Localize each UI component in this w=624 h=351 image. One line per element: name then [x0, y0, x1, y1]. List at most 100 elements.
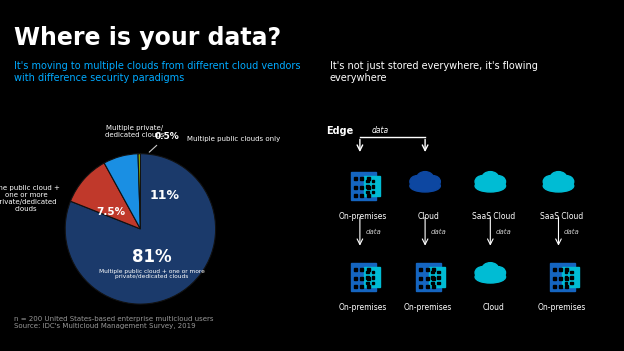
- Wedge shape: [65, 154, 216, 304]
- Bar: [419, 268, 422, 271]
- Bar: [550, 263, 575, 291]
- Text: Multiple private/
dedicated clouds: Multiple private/ dedicated clouds: [105, 125, 164, 138]
- Text: Cloud: Cloud: [417, 212, 439, 221]
- Text: 0.5%: 0.5%: [149, 132, 179, 152]
- Bar: [372, 282, 374, 284]
- Bar: [565, 268, 568, 271]
- Bar: [366, 282, 369, 284]
- Bar: [416, 263, 441, 291]
- Text: Multiple public clouds only: Multiple public clouds only: [187, 135, 280, 142]
- Text: One public cloud +
one or more
private/dedicated
clouds: One public cloud + one or more private/d…: [0, 185, 59, 212]
- Text: On-premises: On-premises: [339, 212, 387, 221]
- Text: On-premises: On-premises: [339, 303, 387, 312]
- Bar: [432, 268, 435, 271]
- Text: 7.5%: 7.5%: [95, 207, 125, 217]
- Text: Cloud: Cloud: [482, 303, 504, 312]
- Wedge shape: [104, 154, 140, 229]
- Bar: [367, 186, 369, 189]
- Bar: [361, 177, 363, 180]
- Bar: [361, 285, 363, 288]
- Wedge shape: [71, 163, 140, 229]
- Bar: [361, 194, 363, 197]
- Bar: [429, 267, 446, 287]
- Bar: [354, 177, 357, 180]
- Bar: [570, 282, 573, 284]
- Bar: [419, 277, 422, 280]
- Bar: [372, 191, 374, 193]
- Bar: [437, 282, 440, 284]
- Bar: [419, 285, 422, 288]
- Ellipse shape: [475, 180, 505, 192]
- Bar: [553, 285, 556, 288]
- Bar: [361, 277, 363, 280]
- Bar: [372, 271, 374, 273]
- Text: Multiple public cloud + one or more
private/dedicated clouds: Multiple public cloud + one or more priv…: [99, 269, 205, 279]
- Bar: [351, 172, 376, 200]
- Ellipse shape: [425, 176, 441, 188]
- Ellipse shape: [410, 180, 441, 192]
- Bar: [367, 268, 369, 271]
- Bar: [372, 180, 374, 182]
- Bar: [354, 268, 357, 271]
- Bar: [366, 180, 369, 182]
- Text: Edge: Edge: [326, 126, 353, 136]
- Bar: [354, 194, 357, 197]
- Ellipse shape: [490, 176, 505, 188]
- Ellipse shape: [410, 176, 425, 188]
- Text: It's not just stored everywhere, it's flowing
everywhere: It's not just stored everywhere, it's fl…: [330, 61, 538, 82]
- Bar: [361, 268, 363, 271]
- Bar: [565, 277, 568, 280]
- Bar: [426, 268, 429, 271]
- Ellipse shape: [482, 263, 499, 276]
- Bar: [565, 285, 568, 288]
- Text: It's moving to multiple clouds from different cloud vendors
with difference secu: It's moving to multiple clouds from diff…: [14, 61, 301, 82]
- Bar: [437, 271, 440, 273]
- Bar: [553, 277, 556, 280]
- Ellipse shape: [558, 176, 573, 188]
- Bar: [559, 277, 562, 280]
- Bar: [354, 285, 357, 288]
- Bar: [565, 271, 567, 273]
- Ellipse shape: [475, 176, 490, 188]
- Text: data: data: [431, 229, 446, 234]
- Ellipse shape: [550, 172, 567, 184]
- Text: n = 200 United States-based enterprise multicloud users
Source: IDC's Multicloud: n = 200 United States-based enterprise m…: [14, 316, 213, 329]
- Bar: [559, 268, 562, 271]
- Text: 81%: 81%: [132, 249, 172, 266]
- Bar: [562, 267, 578, 287]
- Text: data: data: [564, 229, 580, 234]
- Bar: [372, 185, 374, 188]
- Ellipse shape: [475, 267, 490, 279]
- Ellipse shape: [482, 172, 499, 184]
- Bar: [366, 271, 369, 273]
- Ellipse shape: [490, 267, 505, 279]
- Bar: [351, 263, 376, 291]
- Bar: [570, 276, 573, 279]
- Bar: [426, 285, 429, 288]
- Text: SaaS Cloud: SaaS Cloud: [540, 212, 583, 221]
- Ellipse shape: [475, 271, 505, 283]
- Text: On-premises: On-premises: [537, 303, 586, 312]
- Bar: [431, 282, 434, 284]
- Bar: [367, 177, 369, 180]
- Bar: [367, 285, 369, 288]
- Bar: [431, 271, 434, 273]
- Text: On-premises: On-premises: [404, 303, 452, 312]
- Bar: [361, 186, 363, 189]
- Bar: [432, 285, 435, 288]
- Bar: [366, 185, 369, 188]
- Bar: [366, 276, 369, 279]
- Text: Where is your data?: Where is your data?: [14, 26, 281, 50]
- Bar: [565, 282, 567, 284]
- Bar: [431, 276, 434, 279]
- Bar: [366, 191, 369, 193]
- Text: SaaS Cloud: SaaS Cloud: [472, 212, 515, 221]
- Text: data: data: [495, 229, 512, 234]
- Ellipse shape: [544, 176, 558, 188]
- Ellipse shape: [544, 180, 573, 192]
- Bar: [559, 285, 562, 288]
- Bar: [372, 276, 374, 279]
- Bar: [553, 268, 556, 271]
- Bar: [437, 276, 440, 279]
- Bar: [426, 277, 429, 280]
